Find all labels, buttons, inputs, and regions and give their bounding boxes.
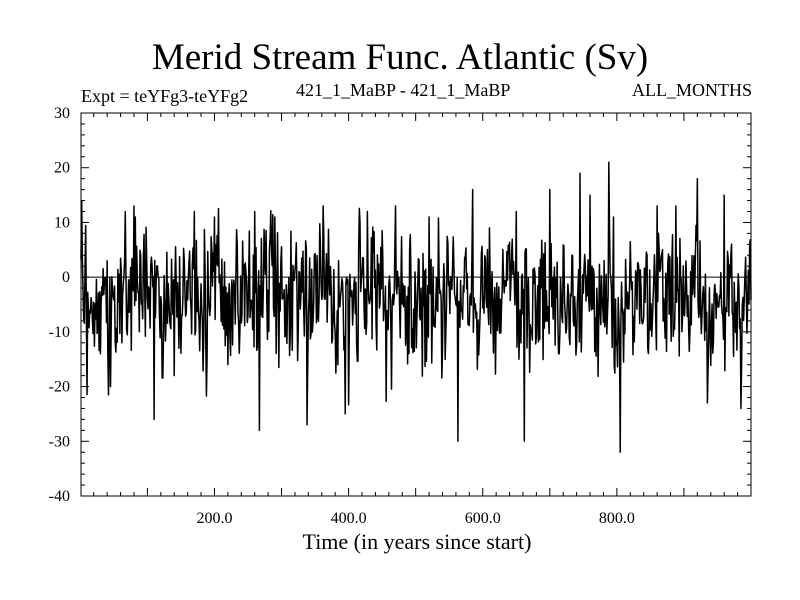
months-label: ALL_MONTHS (632, 80, 752, 100)
series-line (80, 161, 752, 453)
period-label: 421_1_MaBP - 421_1_MaBP (296, 80, 511, 100)
y-tick-label: 10 (54, 214, 70, 231)
axes: -40 -30 -20 -10 0 10 20 30 200.0 400.0 600.0 800.0 (49, 105, 752, 527)
x-axis-label: Time (in years since start) (303, 529, 532, 554)
x-tick-label: 400.0 (331, 510, 367, 527)
y-tick-label: -20 (49, 379, 70, 396)
y-tick-label: -10 (49, 324, 70, 341)
series-layer (80, 161, 752, 453)
chart-title: Merid Stream Func. Atlantic (Sv) (151, 37, 649, 78)
x-tick-label: 200.0 (196, 510, 232, 527)
x-tick-label: 600.0 (465, 510, 501, 527)
x-tick-label: 800.0 (599, 510, 635, 527)
experiment-label: Expt = teYFg3-teYFg2 (81, 86, 249, 106)
y-tick-label: 30 (54, 105, 70, 122)
y-tick-label: 0 (62, 269, 70, 286)
y-tick-label: -40 (49, 488, 70, 505)
y-tick-label: -30 (49, 433, 70, 450)
y-tick-label: 20 (54, 160, 70, 177)
